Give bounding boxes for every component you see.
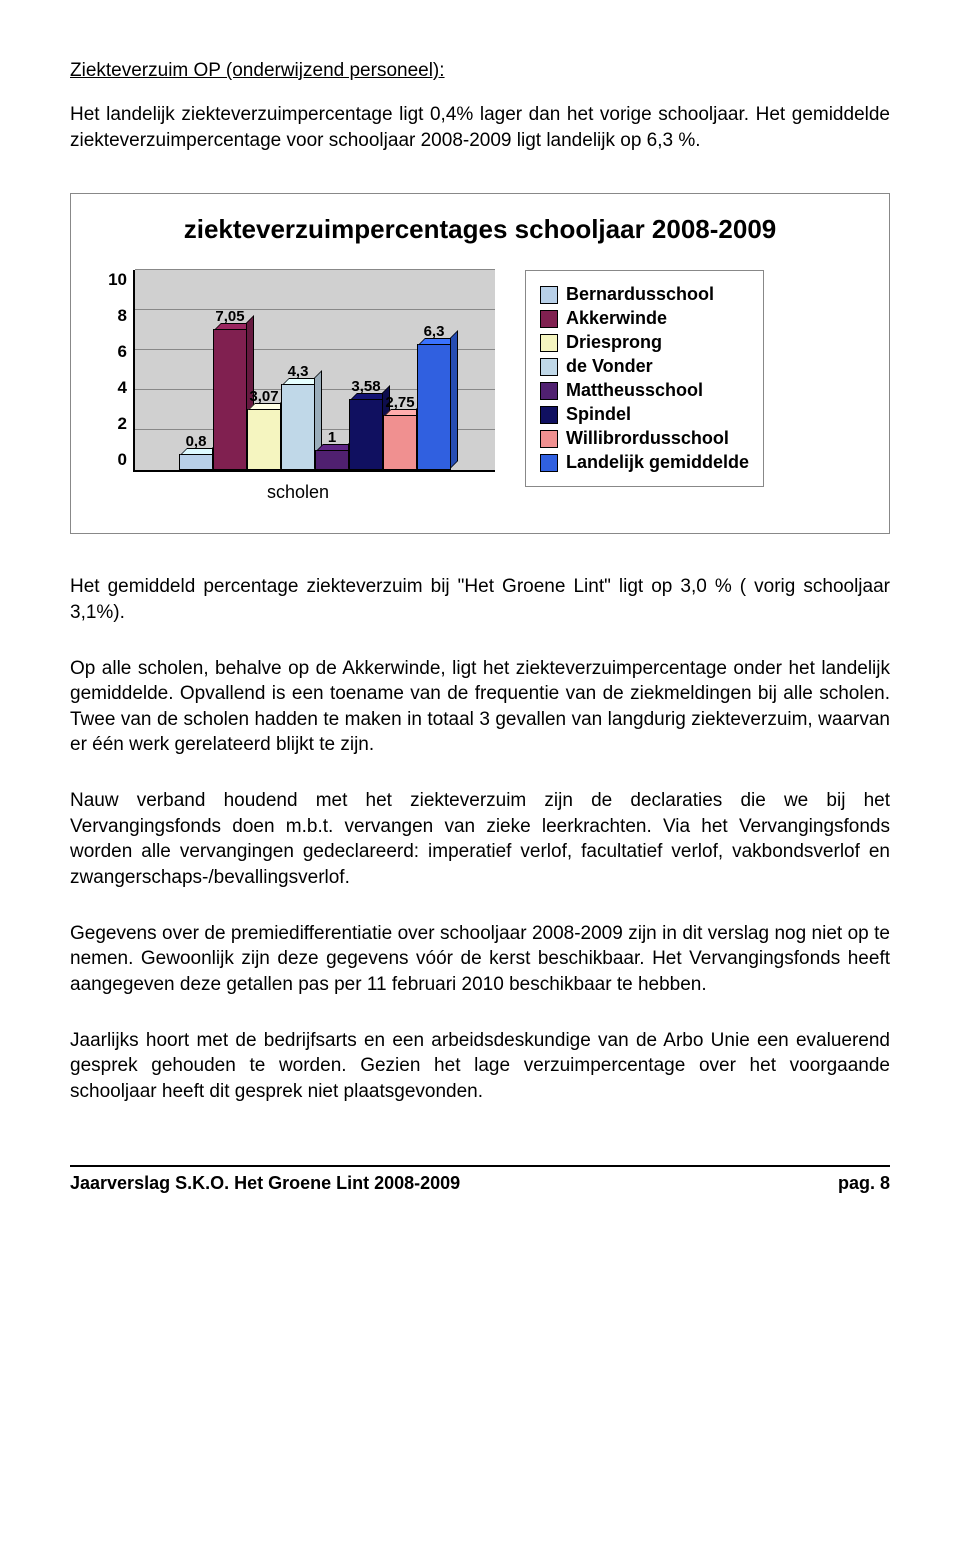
bar [417, 344, 451, 470]
bar-wrap: 2,75 [383, 270, 417, 470]
bar [213, 329, 247, 470]
bar [281, 384, 315, 470]
legend-label: Akkerwinde [566, 308, 667, 329]
legend-item: de Vonder [540, 356, 749, 377]
legend-item: Bernardusschool [540, 284, 749, 305]
legend-label: Bernardusschool [566, 284, 714, 305]
legend-label: Mattheusschool [566, 380, 703, 401]
legend-swatch [540, 454, 558, 472]
bar-wrap: 6,3 [417, 270, 451, 470]
bars-container: 0,87,053,074,313,582,756,3 [179, 270, 451, 470]
bar [247, 409, 281, 470]
footer-left: Jaarverslag S.K.O. Het Groene Lint 2008-… [70, 1173, 460, 1194]
legend-label: Spindel [566, 404, 631, 425]
body-paragraphs: Het gemiddeld percentage ziekteverzuim b… [70, 574, 890, 1104]
intro-paragraph: Het landelijk ziekteverzuimpercentage li… [70, 102, 890, 153]
page-footer: Jaarverslag S.K.O. Het Groene Lint 2008-… [70, 1165, 890, 1194]
bar-wrap: 7,05 [213, 270, 247, 470]
legend-item: Driesprong [540, 332, 749, 353]
x-axis-label: scholen [267, 482, 329, 503]
bar [179, 454, 213, 470]
y-tick: 2 [101, 414, 127, 434]
y-tick: 6 [101, 342, 127, 362]
bar-wrap: 4,3 [281, 270, 315, 470]
legend-swatch [540, 286, 558, 304]
legend-label: Driesprong [566, 332, 662, 353]
legend-label: Landelijk gemiddelde [566, 452, 749, 473]
bar-wrap: 3,07 [247, 270, 281, 470]
chart-title: ziekteverzuimpercentages schooljaar 2008… [101, 214, 859, 245]
legend-label: de Vonder [566, 356, 653, 377]
bar-wrap: 1 [315, 270, 349, 470]
body-paragraph: Jaarlijks hoort met de bedrijfsarts en e… [70, 1028, 890, 1105]
legend-swatch [540, 358, 558, 376]
legend-swatch [540, 310, 558, 328]
y-tick: 0 [101, 450, 127, 470]
bar-wrap: 0,8 [179, 270, 213, 470]
legend-item: Akkerwinde [540, 308, 749, 329]
legend-item: Landelijk gemiddelde [540, 452, 749, 473]
legend-item: Spindel [540, 404, 749, 425]
plot-wrap: 10 8 6 4 2 0 0,87,053,074,313,582,756,3 [101, 270, 495, 472]
legend-swatch [540, 382, 558, 400]
bar [315, 450, 349, 470]
legend-item: Willibrordusschool [540, 428, 749, 449]
body-paragraph: Het gemiddeld percentage ziekteverzuim b… [70, 574, 890, 625]
legend-swatch [540, 334, 558, 352]
chart-body: 10 8 6 4 2 0 0,87,053,074,313,582,756,3 schol… [101, 270, 859, 503]
chart-left: 10 8 6 4 2 0 0,87,053,074,313,582,756,3 schol… [101, 270, 495, 503]
section-heading: Ziekteverzuim OP (onderwijzend personeel… [70, 60, 890, 82]
y-axis: 10 8 6 4 2 0 [101, 270, 133, 470]
legend: Bernardusschool Akkerwinde Driesprong de Vo… [525, 270, 764, 487]
legend-swatch [540, 430, 558, 448]
bar [349, 399, 383, 471]
page: Ziekteverzuim OP (onderwijzend personeel… [0, 0, 960, 1234]
legend-swatch [540, 406, 558, 424]
plot-area: 0,87,053,074,313,582,756,3 [133, 270, 495, 472]
chart-frame: ziekteverzuimpercentages schooljaar 2008… [70, 193, 890, 534]
y-tick: 8 [101, 306, 127, 326]
legend-label: Willibrordusschool [566, 428, 729, 449]
bar-wrap: 3,58 [349, 270, 383, 470]
footer-right: pag. 8 [838, 1173, 890, 1194]
bar [383, 415, 417, 470]
body-paragraph: Nauw verband houdend met het ziekteverzu… [70, 788, 890, 891]
body-paragraph: Gegevens over de premiedifferentiatie ov… [70, 921, 890, 998]
y-tick: 10 [101, 270, 127, 290]
legend-item: Mattheusschool [540, 380, 749, 401]
y-tick: 4 [101, 378, 127, 398]
body-paragraph: Op alle scholen, behalve op de Akkerwind… [70, 656, 890, 759]
